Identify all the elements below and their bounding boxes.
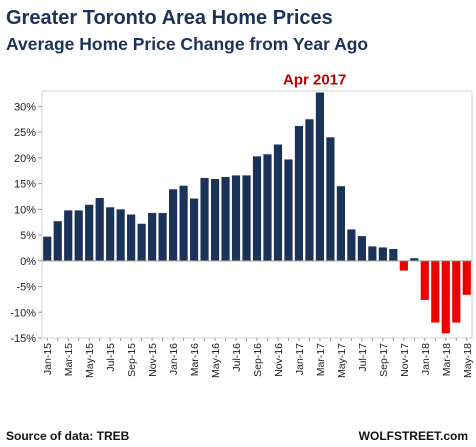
bar-aug-17 [368, 246, 377, 261]
bar-jan-17 [294, 125, 304, 261]
x-tick-label: May-17 [336, 343, 348, 378]
y-tick-label: -5% [16, 282, 36, 294]
x-tick-label: Jan-18 [420, 343, 432, 375]
bar-dec-15 [158, 212, 167, 261]
bar-sep-17 [378, 247, 387, 261]
x-axis: Jan-15 Mar-15 May-15 Jul-15 Sep-15 Nov-15 Jan-… [42, 338, 474, 378]
bar-dec-16 [284, 159, 293, 261]
bar-jul-15 [106, 207, 115, 261]
bar-nov-16 [273, 144, 283, 261]
y-tick-label: 0% [20, 256, 36, 268]
bar-aug-15 [116, 209, 125, 261]
bar-jun-16 [221, 176, 230, 261]
bar-apr-18 [452, 260, 461, 323]
bar-feb-16 [179, 185, 188, 261]
x-tick-label: Jul-15 [105, 343, 117, 372]
bar-apr-16 [200, 177, 209, 261]
bar-nov-15 [148, 212, 157, 261]
x-tick-label: Jan-15 [42, 343, 54, 375]
bar-jan-18 [420, 260, 429, 300]
x-tick-label: Nov-16 [273, 343, 285, 377]
bar-oct-16 [263, 154, 272, 261]
bar-jun-17 [347, 229, 356, 261]
x-tick-label: May-16 [210, 343, 222, 378]
x-tick-label: May-15 [84, 343, 96, 378]
bar-jan-16 [169, 189, 178, 261]
bar-oct-17 [389, 248, 398, 261]
bar-mar-18 [441, 260, 450, 334]
y-tick-label: 5% [20, 230, 36, 242]
bar-may-18 [462, 260, 471, 295]
bar-feb-18 [431, 260, 440, 323]
bar-jun-15 [95, 198, 104, 261]
bar-mar-16 [189, 198, 199, 261]
y-tick-label: -10% [10, 307, 36, 319]
y-tick-label: -15% [10, 333, 36, 345]
bar-sep-16 [252, 156, 262, 261]
bar-nov-17 [399, 260, 408, 271]
bar-sep-15 [127, 214, 136, 261]
bar-jul-17 [357, 236, 366, 261]
bar-mar-17 [315, 92, 325, 261]
brand-label: WOLFSTREET.com [359, 429, 468, 443]
bar-mar-15 [64, 210, 73, 261]
bar-dec-17 [410, 258, 419, 261]
y-tick-label: 15% [14, 179, 36, 191]
bar-jan-15 [43, 236, 52, 261]
bar-may-16 [210, 178, 220, 261]
x-tick-label: Sep-16 [252, 343, 264, 377]
x-tick-label: Mar-15 [63, 343, 75, 376]
x-tick-label: Sep-17 [378, 343, 390, 377]
y-tick-label: 20% [14, 153, 36, 165]
bar-may-15 [85, 204, 94, 261]
bar-feb-17 [305, 119, 314, 261]
y-tick-label: 25% [14, 127, 36, 139]
chart-title: Greater Toronto Area Home Prices [6, 7, 333, 29]
x-tick-label: Jul-16 [231, 343, 243, 372]
chart-subtitle: Average Home Price Change from Year Ago [6, 34, 368, 54]
bar-aug-16 [242, 175, 251, 261]
x-tick-label: Nov-15 [147, 343, 159, 377]
x-tick-label: Mar-16 [189, 343, 201, 376]
source-note: Source of data: TREB [6, 429, 130, 443]
bar-jul-16 [231, 175, 241, 261]
y-tick-label: 30% [14, 101, 36, 113]
x-tick-label: Mar-17 [315, 343, 327, 376]
x-tick-label: Sep-15 [126, 343, 138, 377]
annotation-label: Apr 2017 [283, 72, 346, 89]
x-tick-label: Jul-17 [357, 343, 369, 372]
bar-may-17 [336, 186, 345, 261]
x-tick-label: Jan-16 [168, 343, 180, 375]
y-tick-label: 10% [14, 204, 36, 216]
x-tick-label: May-18 [462, 343, 474, 378]
bar-apr-17 [326, 137, 335, 261]
bar-feb-15 [53, 221, 62, 261]
x-tick-label: Jan-17 [294, 343, 306, 375]
bar-apr-15 [74, 210, 83, 261]
y-axis: 30% 25% 20% 15% 10% 5% 0% -5% -10% -15% [10, 101, 42, 345]
bars [43, 92, 471, 334]
x-tick-label: Mar-18 [441, 343, 453, 376]
bar-oct-15 [137, 223, 146, 261]
x-tick-label: Nov-17 [399, 343, 411, 377]
